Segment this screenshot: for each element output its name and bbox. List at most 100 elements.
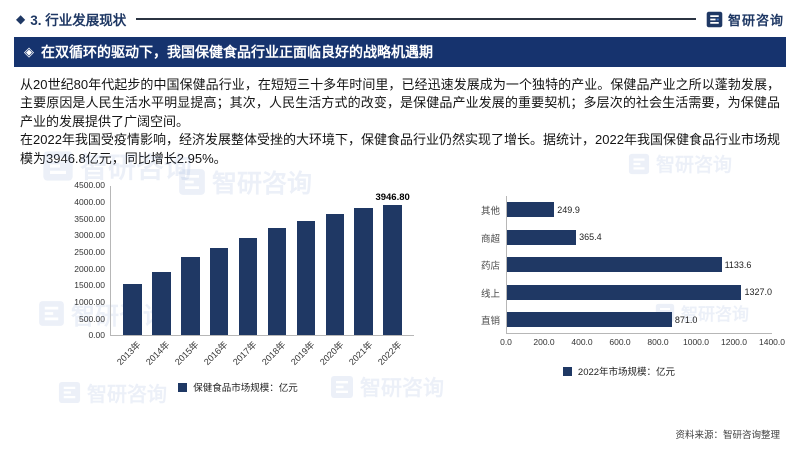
charts-row: 0.00 500.00 1000.00 1500.00 2000.00 2500.00 30… bbox=[0, 180, 800, 395]
legend-swatch-icon bbox=[562, 366, 572, 376]
headline-text: 在双循环的驱动下，我国保健食品行业正面临良好的战略机遇期 bbox=[41, 44, 433, 60]
x-tick-label: 2013年 bbox=[115, 336, 146, 376]
paragraph-2: 在2022年我国受疫情影响，经济发展整体受挫的大环境下，保健食品行业仍然实现了增… bbox=[20, 132, 780, 166]
brand-logo: 智研咨询 bbox=[706, 10, 784, 29]
x-tick-label: 2022年 bbox=[376, 336, 407, 376]
x-tick-text: 2017年 bbox=[231, 339, 259, 368]
x-tick-text: 2022年 bbox=[376, 339, 404, 368]
x-tick-label: 1400.0 bbox=[759, 337, 785, 348]
x-tick-label: 200.0 bbox=[533, 337, 555, 348]
bar-column bbox=[176, 186, 205, 336]
bar-2021年 bbox=[354, 208, 373, 336]
y-tick-label: 4000.00 bbox=[74, 196, 105, 207]
bar-商超 bbox=[507, 229, 577, 245]
bar-2019年 bbox=[296, 221, 316, 336]
x-tick-label: 1200.0 bbox=[721, 337, 747, 348]
x-tick-label: 2014年 bbox=[144, 336, 175, 376]
bar-column bbox=[118, 186, 147, 336]
bar-row: 249.9 bbox=[507, 202, 772, 218]
value-label: 871.0 bbox=[674, 314, 698, 325]
brand-name: 智研咨询 bbox=[727, 12, 784, 28]
headline-banner: ◈ 在双循环的驱动下，我国保健食品行业正面临良好的战略机遇期 bbox=[14, 37, 786, 67]
bar-column bbox=[263, 186, 292, 336]
brand-logo-icon bbox=[706, 11, 723, 27]
category-label: 线上 bbox=[480, 288, 500, 300]
x-tick-label: 2017年 bbox=[231, 336, 262, 376]
bar-2020年 bbox=[325, 214, 345, 336]
bar-column bbox=[205, 186, 234, 336]
diamond-icon: ◈ bbox=[24, 44, 34, 59]
right-chart-legend: 2022年市场规模：亿元 bbox=[466, 364, 772, 378]
x-tick-text: 2020年 bbox=[318, 339, 346, 368]
bar-2022年: 3946.80 bbox=[375, 192, 410, 336]
x-tick-label: 1000.0 bbox=[683, 337, 709, 348]
axis-spacer bbox=[62, 336, 110, 376]
bar-药店 bbox=[507, 257, 722, 273]
x-tick-label: 2021年 bbox=[347, 336, 378, 376]
legend-label: 保健食品市场规模：亿元 bbox=[193, 383, 298, 395]
x-tick-text: 2018年 bbox=[260, 339, 288, 368]
bar-column bbox=[234, 186, 263, 336]
bar-row: 365.4 bbox=[507, 229, 772, 245]
paragraph-1: 从20世纪80年代起步的中国保健品行业，在短短三十多年时间里，已经迅速发展成为一… bbox=[20, 77, 780, 129]
section-title: ◆ 3. 行业发展现状 bbox=[16, 9, 126, 29]
bar-2014年 bbox=[152, 272, 171, 336]
bar-row: 871.0 bbox=[507, 312, 772, 328]
square-bullet-icon: ◆ bbox=[16, 12, 26, 26]
right-chart-categories: 其他商超药店线上直销 bbox=[466, 196, 506, 334]
channel-bar-chart: 其他商超药店线上直销 249.9 365.4 1133.6 1327.0 871.0 0… bbox=[466, 196, 785, 394]
left-chart-yaxis: 0.00 500.00 1000.00 1500.00 2000.00 2500.00 30… bbox=[62, 180, 110, 340]
right-chart-plot: 249.9 365.4 1133.6 1327.0 871.0 bbox=[506, 196, 772, 335]
y-tick-label: 0.00 bbox=[88, 330, 105, 341]
bar-2013年 bbox=[123, 283, 142, 336]
value-label: 365.4 bbox=[579, 232, 602, 243]
bar-column bbox=[147, 186, 176, 336]
category-label: 其他 bbox=[480, 206, 500, 218]
x-tick-text: 2015年 bbox=[173, 339, 201, 368]
bar-column: 3946.80 bbox=[375, 186, 410, 336]
left-chart-xaxis: 2013年 2014年 2015年 2016年 2017年 2018年 2019年 2020年… bbox=[110, 336, 414, 376]
category-label: 直销 bbox=[480, 316, 500, 328]
y-tick-label: 4500.00 bbox=[74, 180, 105, 191]
category-label: 商超 bbox=[480, 233, 500, 245]
bar-row: 1327.0 bbox=[507, 284, 772, 300]
y-tick-label: 3500.00 bbox=[74, 213, 105, 224]
y-tick-label: 1000.00 bbox=[74, 296, 105, 307]
bar-2017年 bbox=[238, 237, 258, 336]
x-tick-text: 2021年 bbox=[347, 339, 375, 368]
x-tick-label: 2015年 bbox=[173, 336, 204, 376]
header-divider bbox=[136, 18, 696, 20]
source-note: 资料来源：智研咨询整理 bbox=[675, 430, 780, 441]
bar-直销 bbox=[507, 312, 672, 328]
left-chart-plot: 3946.80 bbox=[110, 186, 414, 337]
body-text: 从20世纪80年代起步的中国保健品行业，在短短三十多年时间里，已经迅速发展成为一… bbox=[0, 67, 800, 168]
data-label: 3946.80 bbox=[375, 191, 410, 203]
bar-column bbox=[320, 186, 349, 336]
value-label: 249.9 bbox=[557, 204, 580, 215]
right-chart-xaxis: 0.0 200.0 400.0 600.0 800.0 1000.0 1200.0 1400.… bbox=[500, 334, 785, 348]
y-tick-label: 500.00 bbox=[79, 313, 105, 324]
x-tick-text: 2013年 bbox=[115, 339, 143, 368]
y-tick-label: 2000.00 bbox=[74, 263, 105, 274]
value-label: 1327.0 bbox=[744, 287, 772, 298]
y-tick-label: 1500.00 bbox=[74, 280, 105, 291]
x-tick-label: 400.0 bbox=[571, 337, 593, 348]
section-title-text: 3. 行业发展现状 bbox=[30, 13, 127, 28]
x-tick-label: 2018年 bbox=[260, 336, 291, 376]
x-tick-label: 0.0 bbox=[500, 337, 512, 348]
bar-2018年 bbox=[267, 227, 287, 336]
x-tick-text: 2014年 bbox=[144, 339, 172, 368]
y-tick-label: 2500.00 bbox=[74, 246, 105, 257]
x-tick-label: 600.0 bbox=[609, 337, 631, 348]
x-tick-text: 2016年 bbox=[202, 339, 230, 368]
legend-label: 2022年市场规模：亿元 bbox=[577, 367, 676, 379]
x-tick-label: 2016年 bbox=[202, 336, 233, 376]
bar-column bbox=[291, 186, 320, 336]
bar-column bbox=[349, 186, 378, 336]
legend-swatch-icon bbox=[178, 382, 188, 392]
bar-2016年 bbox=[209, 247, 229, 336]
category-label: 药店 bbox=[480, 261, 500, 273]
bar-row: 1133.6 bbox=[507, 257, 772, 273]
x-tick-label: 2020年 bbox=[318, 336, 349, 376]
